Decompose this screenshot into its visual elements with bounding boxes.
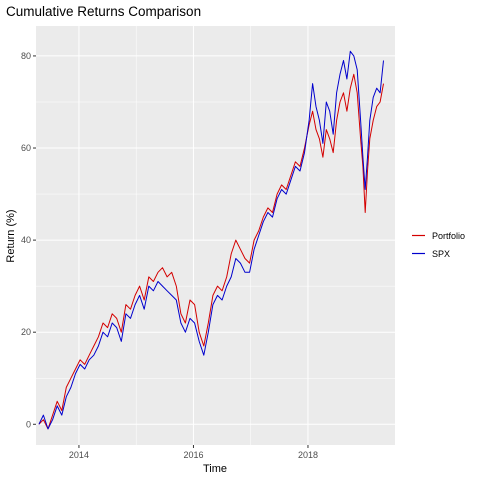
y-tick-label: 0 [26, 419, 31, 429]
series-line-spx [38, 50, 384, 430]
x-tick-label: 2016 [183, 450, 203, 460]
legend-label: SPX [432, 249, 450, 259]
y-tick-label: 60 [21, 143, 31, 153]
y-tick-label: 80 [21, 51, 31, 61]
y-tick-label: 40 [21, 235, 31, 245]
x-tick-label: 2014 [69, 450, 89, 460]
legend-label: Portfolio [432, 231, 465, 241]
grid-lines [36, 26, 395, 445]
series-line-portfolio [38, 73, 384, 430]
y-axis: 0 20 40 60 80 [21, 51, 36, 429]
x-tick-label: 2018 [298, 450, 318, 460]
x-axis-title: Time [203, 463, 227, 475]
legend: Portfolio SPX [410, 227, 465, 262]
plot-panel [36, 26, 395, 445]
chart-title: Cumulative Returns Comparison [6, 4, 201, 19]
series-lines [38, 50, 384, 430]
y-tick-label: 20 [21, 327, 31, 337]
y-axis-title: Return (%) [5, 209, 17, 262]
x-axis: 2014 2016 2018 [69, 445, 318, 460]
